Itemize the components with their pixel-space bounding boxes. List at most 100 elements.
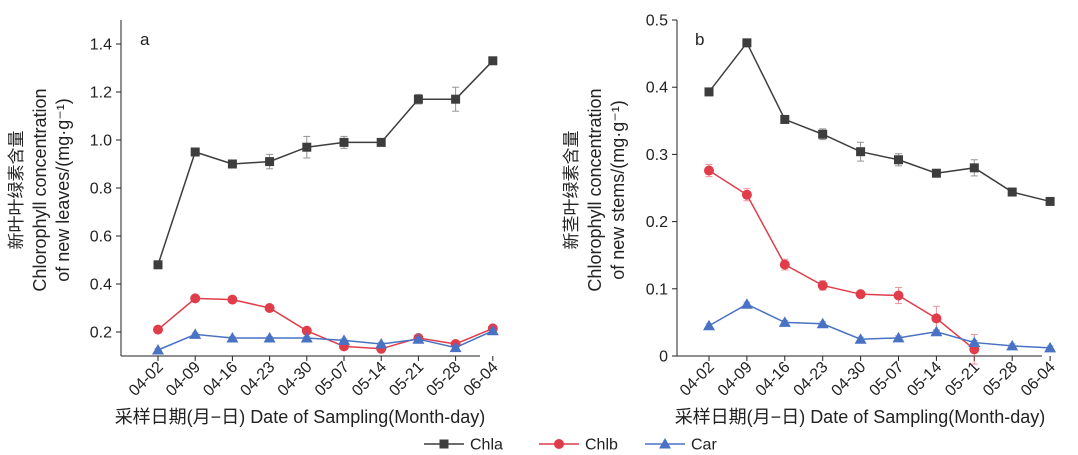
panel-b-car-point (854, 333, 867, 344)
panel-a-chla-point (190, 147, 200, 157)
panel-b-new-stems: 新茎叶绿素含量 Chlorophyll concentration of new… (562, 13, 1059, 428)
panel-b-ytick-label: 0.4 (646, 80, 668, 97)
panel-b-xtick-label: 05-28 (980, 359, 1021, 400)
panel-b-ylabel-line-2: Chlorophyll concentration (585, 88, 605, 291)
panel-b-car-line (708, 303, 1051, 349)
panel-a-chlb-line (157, 297, 494, 350)
panel-b-car-point (703, 319, 715, 331)
panel-b-chla-point (894, 155, 903, 165)
panel-a-chlb-point (264, 303, 275, 313)
panel-b-xtick-label: 05-14 (904, 359, 945, 400)
panel-a-ylabel: 新叶叶绿素含量 Chlorophyll concentration of new… (7, 88, 73, 291)
panel-a-xtick-label: 04-16 (200, 359, 241, 400)
panel-b-series-chlb (704, 163, 980, 365)
panel-a-chla-point (413, 94, 423, 104)
panel-b-series-car (703, 298, 1057, 353)
panel-a-chlb-point (190, 293, 201, 304)
panel-a-new-leaves: 新叶叶绿素含量 Chlorophyll concentration of new… (7, 20, 502, 427)
legend-marker (659, 438, 671, 449)
panel-a-series-chla (153, 56, 498, 270)
panel-b-chlb-point (931, 313, 942, 324)
panel-a-chla-point (227, 159, 237, 169)
panel-a-ytick-label: 1.2 (90, 85, 112, 102)
panel-b-xtick-label: 04-16 (753, 359, 794, 400)
panel-a-chla-point (376, 137, 386, 147)
panel-a-xtick-label: 04-30 (275, 359, 316, 400)
panel-b-car-point (892, 331, 905, 343)
panel-a-chla-point (488, 56, 498, 66)
panel-a-car-point (152, 344, 164, 355)
panel-a-ytick-label: 0.2 (90, 325, 112, 342)
panel-b-car-point (1044, 341, 1057, 353)
panel-b-ytick-label: 0.2 (646, 214, 668, 231)
panel-a-chla-point (451, 94, 461, 104)
panel-b-chla-point (969, 163, 979, 173)
panel-b-xtick-label: 04-23 (791, 359, 832, 400)
panel-a-ytick-label: 0.4 (90, 277, 112, 294)
panel-a-ylabel-line-3: of new leaves/(mg·g⁻¹) (53, 98, 73, 282)
panel-b-chla-point (780, 114, 790, 124)
panel-a-chla-point (153, 260, 163, 270)
legend-marker (554, 439, 564, 449)
panel-a-car-point (338, 334, 350, 345)
legend-item-car: Car (645, 437, 717, 454)
panel-a-xtick-label: 05-28 (423, 359, 464, 400)
panel-a-ylabel-line-1: 新叶叶绿素含量 (7, 131, 27, 250)
panel-b-ytick-label: 0.1 (646, 281, 668, 298)
panel-a-ytick-label: 0.8 (90, 181, 112, 198)
legend-marker (439, 439, 449, 449)
panel-a-chla-line (157, 60, 494, 266)
panel-b-ylabel-line-3: of new stems/(mg·g⁻¹) (608, 100, 628, 280)
legend-label: Chla (470, 437, 503, 454)
panel-a-ylabel-line-2: Chlorophyll concentration (30, 88, 50, 291)
panel-b-car-point (968, 336, 981, 348)
legend-label: Chlb (585, 437, 618, 454)
panel-a-xtick-label: 05-07 (312, 359, 353, 400)
panel-a-series-car (152, 324, 499, 355)
panel-b-xtick-label: 04-09 (715, 359, 756, 400)
panel-b-chla-point (931, 168, 941, 178)
panel-b-chla-point (1045, 196, 1055, 206)
panel-a-chlb-point (153, 324, 163, 335)
panel-a-car-line (157, 330, 494, 351)
panel-b-chlb-point (741, 189, 752, 200)
panel-a-car-point (412, 333, 425, 344)
panel-a-car-point (189, 328, 202, 339)
panel-b-chlb-point (704, 165, 714, 176)
panel-a-chlb-point (301, 325, 312, 336)
panel-b-chla-line (708, 41, 1051, 203)
panel-b-xtick-label: 06-04 (1018, 359, 1059, 400)
panel-b-xtick-label: 04-02 (677, 359, 718, 400)
panel-b-car-point (740, 298, 753, 309)
panel-b-car-point (816, 317, 829, 329)
panel-a-xtick-label: 05-21 (386, 359, 427, 400)
panel-b-ytick-label: 0.3 (646, 147, 668, 164)
panel-a-chlb-point (227, 294, 238, 305)
panel-a-xtick-label: 04-02 (126, 359, 167, 400)
panel-a-letter: a (140, 30, 150, 49)
panel-b-chla-point (1007, 187, 1017, 197)
panel-a-car-point (300, 332, 313, 343)
panel-b-chla-point (742, 38, 752, 48)
legend-label: Car (691, 437, 717, 454)
panel-b-car-point (930, 325, 943, 337)
panel-b-chla-point (856, 147, 866, 157)
panel-a-xtick-label: 06-04 (461, 359, 502, 400)
panel-b-ylabel-line-1: 新茎叶绿素含量 (562, 131, 582, 250)
panel-b-chlb-point (779, 259, 790, 270)
panel-a-car-point (375, 338, 388, 349)
panel-b-xlabel: 采样日期(月−日) Date of Sampling(Month-day) (675, 407, 1046, 427)
panel-b-letter: b (695, 30, 704, 49)
legend: Chla Chlb Car (424, 437, 717, 454)
panel-a-car-point (226, 332, 239, 343)
panel-b-ytick-label: 0 (659, 349, 668, 366)
legend-item-chla: Chla (424, 437, 503, 454)
panel-b-car-point (1006, 339, 1019, 351)
panel-a-car-point (486, 324, 499, 336)
panel-a-car-point (263, 332, 276, 343)
panel-b-chla-point (818, 129, 828, 139)
panel-b-chlb-line (708, 169, 975, 350)
panel-b-ylabel: 新茎叶绿素含量 Chlorophyll concentration of new… (562, 88, 628, 291)
panel-b-series-chla (704, 38, 1055, 206)
